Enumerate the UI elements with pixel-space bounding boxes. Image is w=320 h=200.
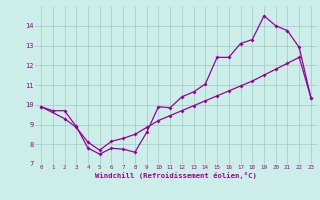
X-axis label: Windchill (Refroidissement éolien,°C): Windchill (Refroidissement éolien,°C) bbox=[95, 172, 257, 179]
